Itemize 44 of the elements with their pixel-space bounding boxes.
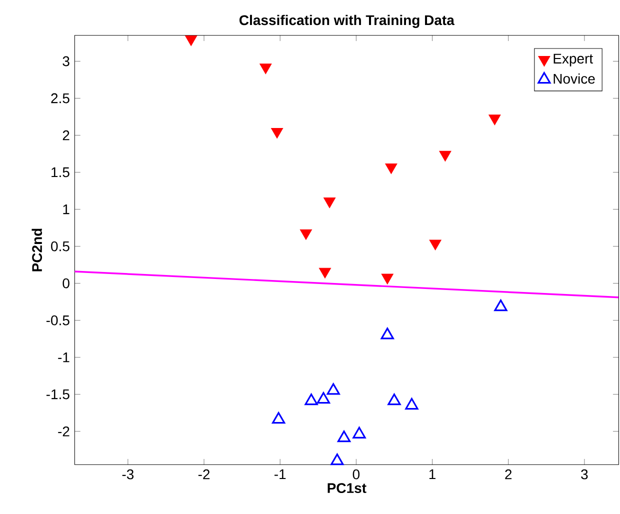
point — [352, 426, 366, 438]
y-tick-label: 3 — [62, 56, 70, 66]
y-tick-label: -0.5 — [46, 315, 70, 326]
point — [385, 163, 398, 174]
y-axis-title: PC2nd — [32, 228, 42, 272]
y-tick-label: -2 — [58, 426, 70, 436]
y-tick-label: -1.5 — [46, 389, 70, 400]
y-tick-label: 1.5 — [52, 167, 70, 178]
point — [260, 64, 272, 74]
x-axis-title: PC1st — [328, 483, 366, 494]
point — [304, 394, 318, 406]
point — [271, 128, 284, 139]
y-tick-label: 0.5 — [51, 241, 70, 252]
y-tick-label: 2.5 — [51, 93, 70, 104]
point — [388, 394, 401, 406]
point — [429, 240, 442, 250]
point — [318, 268, 332, 278]
point — [300, 229, 312, 240]
y-tick-label: 0 — [62, 278, 70, 288]
point — [272, 412, 286, 424]
point — [380, 328, 394, 340]
x-tick-label: -2 — [198, 469, 210, 480]
point — [324, 198, 336, 208]
point — [488, 114, 501, 126]
x-tick-label: -3 — [122, 469, 134, 480]
y-tick-label: 1 — [63, 204, 70, 214]
chart-title: Classification with Training Data — [239, 14, 454, 28]
x-tick-label: -1 — [274, 469, 286, 480]
x-tick-label: 0 — [352, 469, 360, 480]
legend-label: Novice — [554, 73, 595, 84]
point — [439, 150, 452, 162]
point — [330, 453, 344, 466]
point — [185, 35, 198, 46]
legend-label: Expert — [554, 54, 593, 66]
point — [494, 300, 508, 312]
point — [326, 383, 340, 395]
x-tick-label: 2 — [505, 469, 512, 480]
x-tick-label: 1 — [429, 469, 436, 480]
x-tick-label: 3 — [581, 469, 588, 480]
y-tick-label: -1 — [58, 352, 70, 362]
point — [337, 430, 351, 442]
y-tick-label: 2 — [62, 130, 70, 140]
point — [405, 398, 418, 410]
point — [316, 392, 330, 404]
